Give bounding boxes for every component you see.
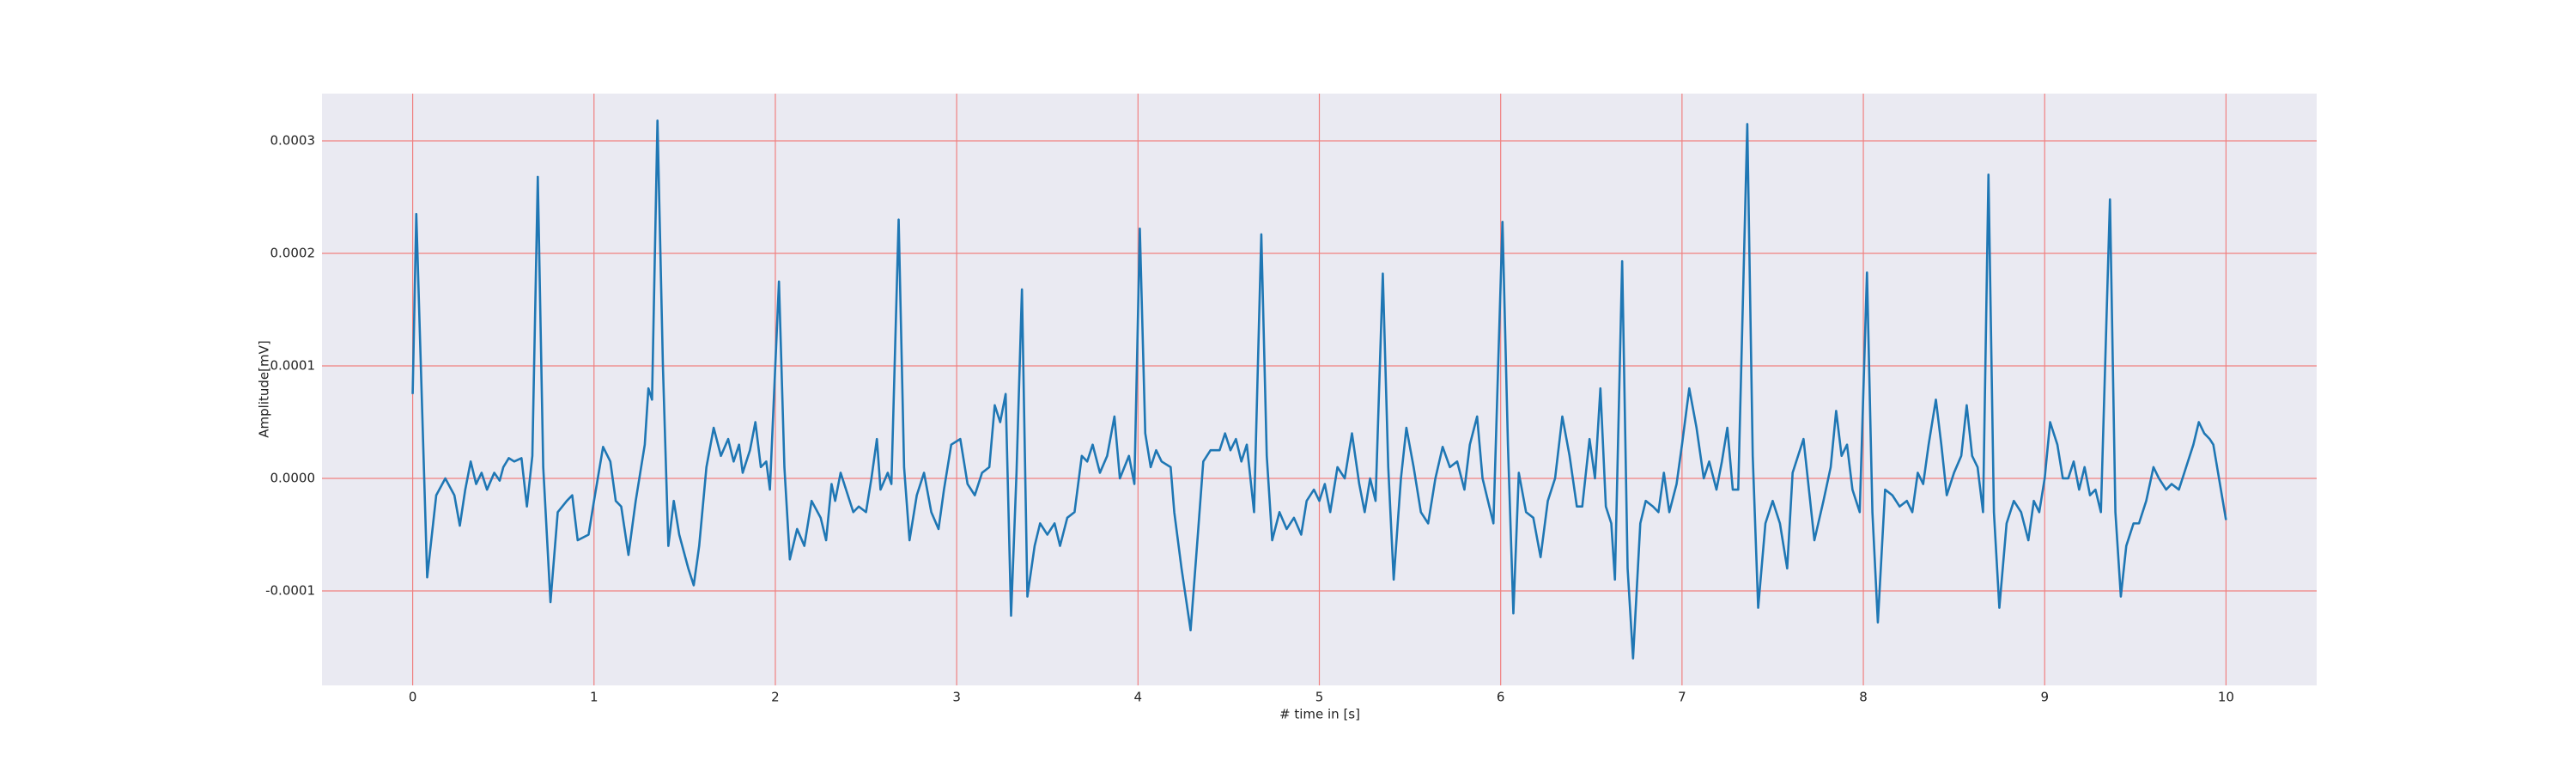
y-tick-label: 0.0003 [270,133,316,149]
x-axis-label: # time in [s] [1279,707,1360,722]
y-tick-label: 0.0002 [270,246,316,261]
x-tick-label: 2 [771,690,780,705]
y-tick-label: 0.0001 [270,357,316,373]
x-tick-label: 7 [1678,690,1686,705]
x-tick-label: 4 [1134,690,1143,705]
y-tick-label: -0.0001 [265,582,315,598]
y-axis-label: Amplitude[mV] [257,340,272,437]
x-tick-label: 3 [952,690,961,705]
x-tick-label: 6 [1497,690,1505,705]
x-tick-label: 1 [590,690,598,705]
signal-line [411,119,2227,660]
x-tick-label: 10 [2218,690,2234,705]
x-tick-label: 5 [1315,690,1324,705]
y-tick-label: 0.0000 [270,470,316,485]
x-tick-label: 9 [2040,690,2049,705]
x-tick-label: 8 [1859,690,1868,705]
x-tick-label: 0 [409,690,417,705]
